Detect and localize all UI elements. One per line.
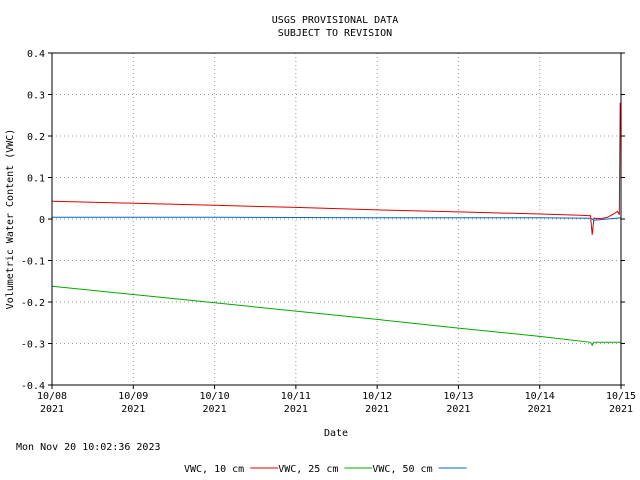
x-tick-year: 2021	[609, 404, 633, 415]
legend-label-1: VWC, 10 cm	[184, 464, 244, 475]
chart-title: USGS PROVISIONAL DATA	[272, 15, 398, 26]
y-tick-label: 0.3	[27, 91, 45, 102]
y-tick-label: -0.3	[21, 340, 45, 351]
x-axis-label: Date	[324, 428, 348, 439]
y-axis-label: Volumetric Water Content (VWC)	[5, 129, 16, 310]
y-tick-label: 0	[39, 215, 45, 226]
chart-subtitle: SUBJECT TO REVISION	[278, 28, 392, 39]
y-tick-label: 0.4	[27, 49, 45, 60]
x-tick-label: 10/12	[362, 391, 392, 402]
x-tick-label: 10/08	[37, 391, 67, 402]
x-tick-label: 10/15	[606, 391, 636, 402]
x-tick-year: 2021	[203, 404, 227, 415]
y-tick-label: -0.1	[21, 257, 45, 268]
x-tick-year: 2021	[365, 404, 389, 415]
x-tick-year: 2021	[40, 404, 64, 415]
footer-timestamp: Mon Nov 20 10:02:36 2023	[16, 442, 161, 453]
series-line-1	[51, 102, 621, 235]
legend: VWC, 10 cm VWC, 25 cm VWC, 50 cm	[184, 464, 467, 475]
y-tick-label: -0.2	[21, 298, 45, 309]
y-tick-label: -0.4	[21, 381, 45, 392]
x-tick-label: 10/11	[281, 391, 311, 402]
grid	[52, 53, 621, 385]
y-tick-label: 0.2	[27, 132, 45, 143]
series-line-2	[51, 285, 621, 347]
legend-label-2: VWC, 25 cm	[278, 464, 338, 475]
x-tick-label: 10/09	[118, 391, 148, 402]
y-axis: 0.4 0.3 0.2 0.1 0 -0.1 -0.2 -0.3 -0.4	[21, 49, 625, 392]
legend-label-3: VWC, 50 cm	[372, 464, 432, 475]
x-tick-label: 10/10	[200, 391, 230, 402]
x-axis: 10/08 2021 10/09 2021 10/10 2021 10/11 2021 10/1…	[37, 385, 636, 415]
x-tick-label: 10/13	[443, 391, 473, 402]
x-tick-year: 2021	[284, 404, 308, 415]
series-line-3	[52, 216, 622, 221]
x-tick-year: 2021	[121, 404, 145, 415]
x-tick-label: 10/14	[525, 391, 555, 402]
series-layer	[51, 102, 622, 347]
y-tick-label: 0.1	[27, 174, 45, 185]
x-tick-year: 2021	[528, 404, 552, 415]
x-tick-year: 2021	[446, 404, 470, 415]
